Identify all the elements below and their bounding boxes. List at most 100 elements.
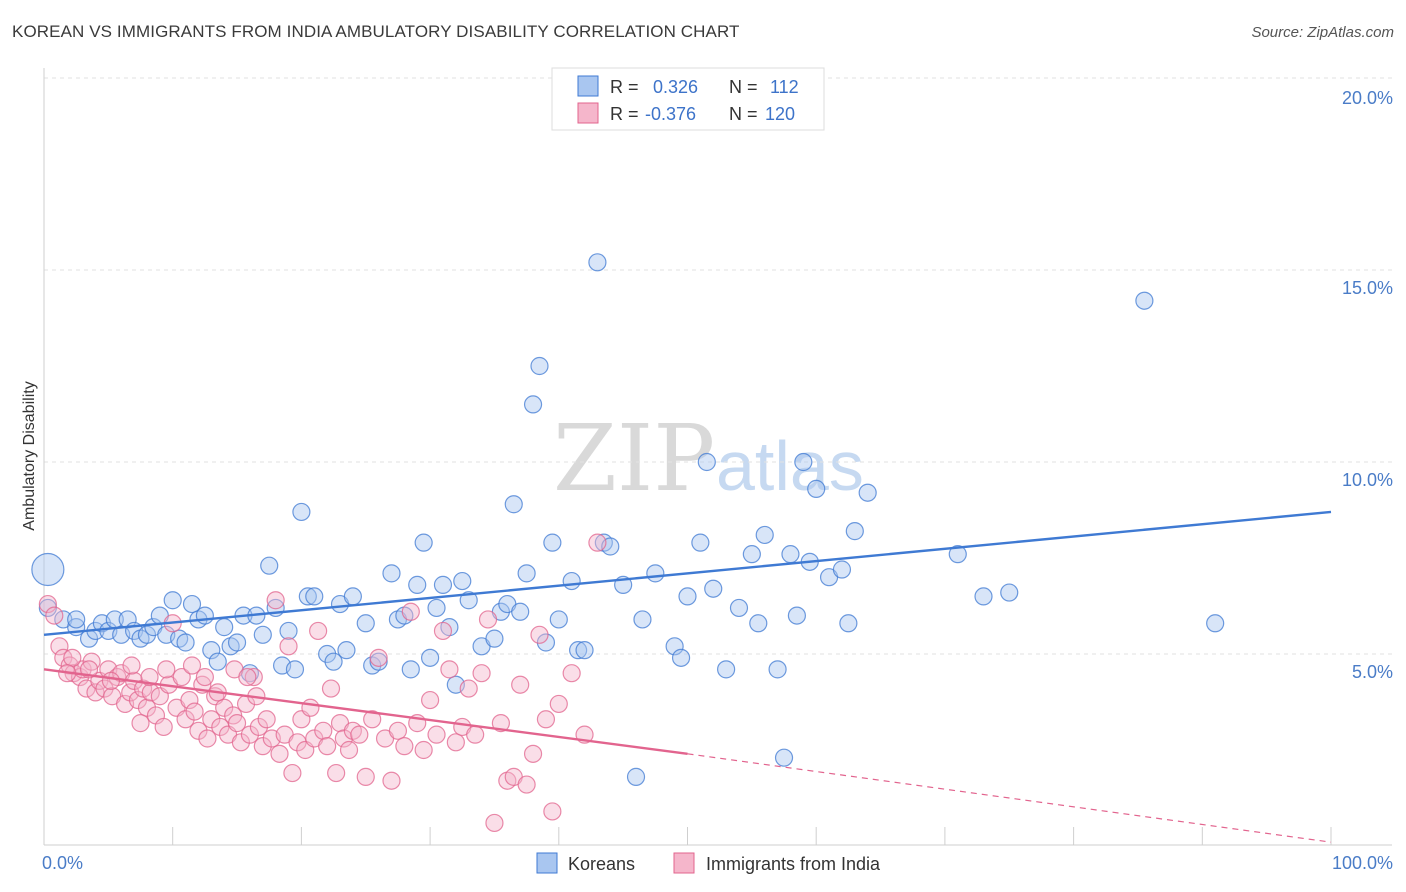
- korean-point: [369, 652, 388, 671]
- legend-bottom-india-swatch: [673, 852, 695, 874]
- korean-point: [671, 648, 691, 667]
- korean-point: [504, 495, 523, 514]
- korean-point: [794, 452, 813, 472]
- india-point: [63, 648, 82, 667]
- india-point: [140, 667, 159, 687]
- india-point: [472, 664, 491, 683]
- korean-point: [755, 525, 774, 545]
- korean-point: [626, 767, 646, 786]
- korean-point: [337, 641, 356, 660]
- india-point: [131, 714, 150, 733]
- india-point: [395, 737, 414, 756]
- korean-point: [543, 533, 562, 552]
- india-point: [440, 660, 459, 679]
- korean-point: [356, 614, 375, 633]
- korean-point: [729, 598, 749, 618]
- india-point: [427, 725, 446, 744]
- y-tick-5: 5.0%: [1352, 662, 1393, 682]
- india-point: [154, 717, 173, 737]
- india-trend-line-extension: [687, 753, 1332, 843]
- korean-point: [421, 648, 440, 667]
- korean-point: [31, 552, 65, 587]
- korean-point: [285, 660, 305, 679]
- korean-point: [832, 560, 852, 579]
- india-point: [283, 763, 302, 783]
- legend-korean-r-label: R =: [610, 77, 639, 97]
- korean-point: [202, 641, 221, 660]
- korean-point: [749, 614, 768, 633]
- india-point: [414, 740, 433, 760]
- korean-point: [691, 533, 710, 552]
- korean-point: [517, 564, 536, 583]
- korean-point: [401, 660, 420, 679]
- korean-point: [324, 652, 343, 671]
- korean-point: [305, 587, 324, 606]
- korean-point: [1135, 291, 1154, 310]
- korean-point: [382, 564, 401, 583]
- korean-point: [343, 587, 362, 606]
- india-point: [172, 667, 191, 687]
- korean-point: [414, 533, 433, 552]
- korean-point: [279, 621, 298, 641]
- legend-india-swatch: [577, 102, 599, 124]
- korean-point: [182, 594, 202, 614]
- korean-point: [845, 522, 864, 541]
- korean-point: [768, 660, 787, 679]
- india-point: [45, 606, 64, 625]
- india-trend-line: [43, 668, 688, 756]
- india-point: [459, 679, 478, 698]
- india-point: [562, 664, 581, 683]
- legend-india-n-label: N =: [729, 104, 758, 124]
- korean-point: [974, 587, 993, 606]
- india-point: [491, 714, 510, 733]
- korean-point: [948, 545, 967, 564]
- y-tick-15: 15.0%: [1342, 278, 1393, 298]
- y-tick-10: 10.0%: [1342, 470, 1393, 490]
- korean-point: [408, 575, 427, 594]
- x-axis-ticks: [172, 827, 1332, 845]
- india-point: [339, 740, 359, 760]
- india-point: [314, 721, 333, 740]
- korean-point: [562, 571, 581, 591]
- korean-point: [774, 748, 794, 767]
- korean-point: [633, 610, 652, 629]
- india-point: [511, 675, 530, 694]
- india-point: [478, 610, 498, 629]
- india-point: [517, 775, 536, 794]
- korean-point: [569, 641, 588, 660]
- india-point: [266, 591, 285, 610]
- india-point: [466, 725, 485, 744]
- india-point: [318, 737, 337, 756]
- y-tick-20: 20.0%: [1342, 88, 1393, 108]
- india-point: [270, 744, 289, 763]
- india-point: [301, 698, 320, 717]
- india-point: [38, 594, 57, 614]
- data-points: [31, 253, 1225, 833]
- india-point: [433, 621, 453, 641]
- watermark-atlas: atlas: [716, 427, 864, 505]
- legend-korean-n-value: 112: [770, 77, 799, 97]
- india-point: [279, 637, 298, 656]
- india-point: [238, 667, 257, 687]
- india-point: [543, 802, 562, 821]
- india-point: [350, 725, 369, 744]
- india-point: [401, 602, 420, 621]
- korean-point: [588, 253, 607, 272]
- korean-point: [742, 545, 761, 564]
- india-point: [536, 710, 556, 729]
- chart-title: KOREAN VS IMMIGRANTS FROM INDIA AMBULATO…: [12, 22, 740, 41]
- india-point: [185, 702, 204, 721]
- india-point: [382, 771, 401, 790]
- india-point: [549, 694, 568, 714]
- india-point: [195, 667, 214, 687]
- india-point: [157, 660, 176, 679]
- india-point: [198, 729, 217, 748]
- legend-bottom: Koreans Immigrants from India: [536, 852, 881, 874]
- korean-point: [485, 629, 504, 648]
- india-point: [101, 671, 121, 690]
- india-point: [523, 744, 543, 763]
- india-point: [249, 717, 269, 737]
- india-point: [388, 721, 408, 740]
- korean-point: [839, 614, 858, 633]
- korean-point: [511, 602, 530, 621]
